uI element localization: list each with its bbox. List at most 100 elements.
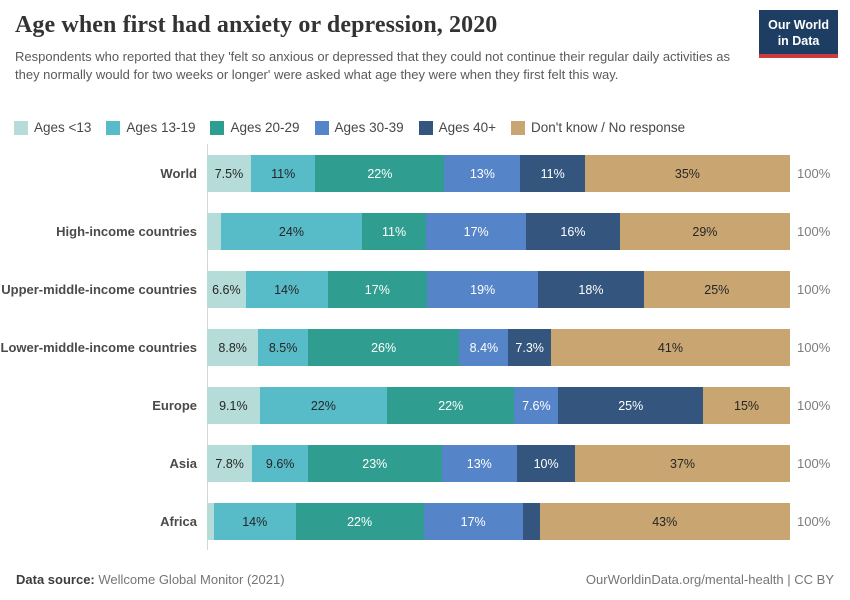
license-separator: | bbox=[783, 572, 795, 587]
owid-url-link[interactable]: OurWorldinData.org/mental-health bbox=[585, 572, 784, 587]
stacked-bar: 14% 22% 17% 43% bbox=[207, 503, 790, 540]
bar-segment-ages-13[interactable] bbox=[207, 213, 222, 250]
legend-label: Ages 20-29 bbox=[230, 120, 300, 135]
chart-row-lower-middle-income-countries: Lower-middle-income countries 8.8% 8.5% 26%… bbox=[0, 329, 850, 366]
owid-logo-line1: Our World bbox=[768, 18, 829, 32]
row-total-label: 100% bbox=[797, 224, 831, 239]
legend-swatch-icon bbox=[418, 120, 433, 135]
legend-item-ages-20-29: Ages 20-29 bbox=[210, 120, 300, 135]
bar-segment-ages-13[interactable]: 7.5% bbox=[207, 155, 251, 192]
bar-segment-ages-30-39[interactable]: 13% bbox=[441, 445, 518, 482]
stacked-bar: 9.1% 22% 22% 7.6% 25% 15% bbox=[207, 387, 790, 424]
bar-segment-ages-20-29[interactable]: 22% bbox=[295, 503, 424, 540]
stacked-bar: 7.5% 11% 22% 13% 11% 35% bbox=[207, 155, 790, 192]
bar-segment-ages-20-29[interactable]: 26% bbox=[307, 329, 460, 366]
bar-segment-ages-30-39[interactable]: 17% bbox=[423, 503, 523, 540]
bar-segment-ages-40[interactable]: 18% bbox=[538, 271, 644, 308]
chart-rows: World 7.5% 11% 22% 13% 11% 35% 100% High-income … bbox=[0, 155, 850, 540]
stacked-bar-chart: World 7.5% 11% 22% 13% 11% 35% 100% High-income … bbox=[0, 144, 850, 561]
data-source-label: Data source: bbox=[16, 572, 95, 587]
stacked-bar: 6.6% 14% 17% 19% 18% 25% bbox=[207, 271, 790, 308]
bar-segment-ages-13[interactable]: 9.1% bbox=[207, 387, 260, 424]
bar-segment-ages-13-19[interactable]: 8.5% bbox=[258, 329, 308, 366]
bar-segment-ages-40[interactable] bbox=[522, 503, 540, 540]
bar-segment-don-t-know-no-response[interactable]: 37% bbox=[575, 445, 790, 482]
bar-segment-ages-13-19[interactable]: 9.6% bbox=[252, 445, 309, 482]
chart-row-europe: Europe 9.1% 22% 22% 7.6% 25% 15% 100% bbox=[0, 387, 850, 424]
chart-row-world: World 7.5% 11% 22% 13% 11% 35% 100% bbox=[0, 155, 850, 192]
bar-segment-ages-40[interactable]: 7.3% bbox=[508, 329, 551, 366]
bar-segment-ages-30-39[interactable]: 19% bbox=[427, 271, 539, 308]
row-total-label: 100% bbox=[797, 340, 831, 355]
bar-segment-ages-13-19[interactable]: 14% bbox=[213, 503, 296, 540]
row-total-label: 100% bbox=[797, 166, 831, 181]
bar-segment-ages-30-39[interactable]: 7.6% bbox=[514, 387, 559, 424]
stacked-bar: 8.8% 8.5% 26% 8.4% 7.3% 41% bbox=[207, 329, 790, 366]
bar-segment-ages-13-19[interactable]: 24% bbox=[221, 213, 362, 250]
row-label: High-income countries bbox=[56, 224, 197, 239]
legend-item-don-t-know-no-response: Don't know / No response bbox=[511, 120, 685, 135]
legend-swatch-icon bbox=[210, 120, 225, 135]
bar-segment-ages-30-39[interactable]: 8.4% bbox=[459, 329, 509, 366]
chart-row-africa: Africa 14% 22% 17% 43% 100% bbox=[0, 503, 850, 540]
bar-segment-don-t-know-no-response[interactable]: 29% bbox=[619, 213, 790, 250]
bar-segment-ages-20-29[interactable]: 11% bbox=[361, 213, 427, 250]
legend-label: Ages <13 bbox=[34, 120, 92, 135]
bar-segment-ages-13-19[interactable]: 11% bbox=[250, 155, 316, 192]
bar-segment-don-t-know-no-response[interactable]: 41% bbox=[550, 329, 790, 366]
stacked-bar: 24% 11% 17% 16% 29% bbox=[207, 213, 790, 250]
row-total-label: 100% bbox=[797, 398, 831, 413]
legend-item-ages-13-19: Ages 13-19 bbox=[106, 120, 195, 135]
data-source-value: Wellcome Global Monitor (2021) bbox=[98, 572, 285, 587]
bar-segment-don-t-know-no-response[interactable]: 43% bbox=[539, 503, 790, 540]
bar-segment-ages-20-29[interactable]: 23% bbox=[308, 445, 442, 482]
bar-segment-ages-20-29[interactable]: 22% bbox=[387, 387, 515, 424]
license-label: CC BY bbox=[794, 572, 834, 587]
row-label: Upper-middle-income countries bbox=[1, 282, 197, 297]
bar-segment-ages-13[interactable] bbox=[207, 503, 214, 540]
row-label: Lower-middle-income countries bbox=[0, 340, 197, 355]
row-label: Africa bbox=[160, 514, 197, 529]
chart-title: Age when first had anxiety or depression… bbox=[15, 12, 498, 38]
bar-segment-ages-13-19[interactable]: 22% bbox=[259, 387, 388, 424]
bar-segment-ages-40[interactable]: 16% bbox=[526, 213, 620, 250]
row-label: World bbox=[160, 166, 197, 181]
chart-row-upper-middle-income-countries: Upper-middle-income countries 6.6% 14% 17% 1… bbox=[0, 271, 850, 308]
legend-swatch-icon bbox=[314, 120, 329, 135]
chart-row-high-income-countries: High-income countries 24% 11% 17% 16% 29% 100% bbox=[0, 213, 850, 250]
bar-segment-don-t-know-no-response[interactable]: 15% bbox=[703, 387, 790, 424]
bar-segment-ages-40[interactable]: 11% bbox=[520, 155, 585, 192]
chart-header: Age when first had anxiety or depression… bbox=[15, 12, 740, 85]
bar-segment-ages-30-39[interactable]: 17% bbox=[426, 213, 527, 250]
legend-label: Ages 13-19 bbox=[126, 120, 196, 135]
legend-swatch-icon bbox=[106, 120, 121, 135]
legend-swatch-icon bbox=[14, 120, 28, 135]
legend-swatch-icon bbox=[511, 120, 526, 135]
legend-label: Don't know / No response bbox=[531, 120, 686, 135]
chart-row-asia: Asia 7.8% 9.6% 23% 13% 10% 37% 100% bbox=[0, 445, 850, 482]
row-label: Asia bbox=[169, 456, 197, 471]
bar-segment-ages-40[interactable]: 25% bbox=[558, 387, 704, 424]
footer-attribution: OurWorldinData.org/mental-health | CC BY bbox=[586, 572, 834, 587]
bar-segment-ages-13-19[interactable]: 14% bbox=[245, 271, 328, 308]
bar-segment-ages-20-29[interactable]: 17% bbox=[327, 271, 428, 308]
chart-footer: Data source: Wellcome Global Monitor (20… bbox=[16, 572, 834, 587]
bar-segment-ages-13[interactable]: 8.8% bbox=[207, 329, 259, 366]
row-total-label: 100% bbox=[797, 456, 831, 471]
bar-segment-ages-20-29[interactable]: 22% bbox=[315, 155, 445, 192]
bar-segment-ages-40[interactable]: 10% bbox=[517, 445, 576, 482]
stacked-bar: 7.8% 9.6% 23% 13% 10% 37% bbox=[207, 445, 790, 482]
row-total-label: 100% bbox=[797, 514, 831, 529]
legend: Ages <13 Ages 13-19 Ages 20-29 Ages 30-39 Ag… bbox=[14, 120, 685, 135]
owid-logo[interactable]: Our World in Data bbox=[759, 10, 838, 58]
bar-segment-don-t-know-no-response[interactable]: 35% bbox=[584, 155, 790, 192]
bar-segment-don-t-know-no-response[interactable]: 25% bbox=[643, 271, 790, 308]
legend-item-ages-30-39: Ages 30-39 bbox=[314, 120, 404, 135]
row-label: Europe bbox=[152, 398, 197, 413]
bar-segment-ages-13[interactable]: 7.8% bbox=[207, 445, 253, 482]
owid-logo-line2: in Data bbox=[777, 34, 820, 48]
legend-label: Ages 40+ bbox=[438, 120, 497, 135]
bar-segment-ages-13[interactable]: 6.6% bbox=[207, 271, 246, 308]
bar-segment-ages-30-39[interactable]: 13% bbox=[444, 155, 521, 192]
